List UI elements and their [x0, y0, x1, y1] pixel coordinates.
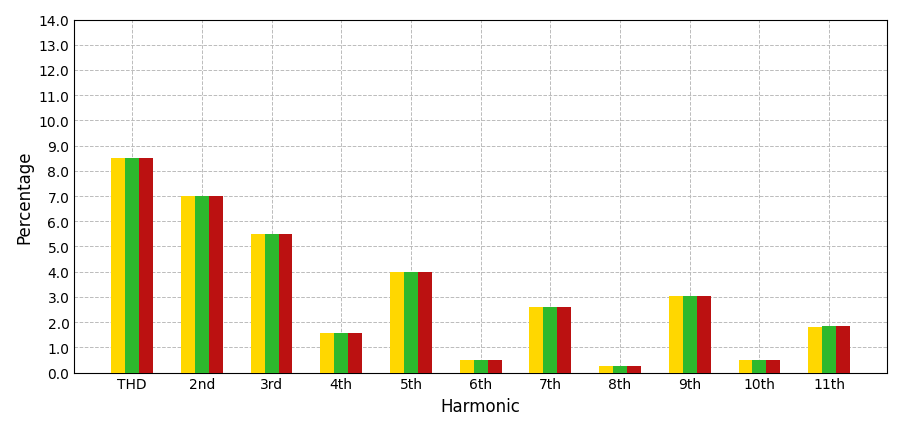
Bar — [696, 296, 711, 373]
Bar — [752, 360, 767, 373]
Bar — [335, 334, 348, 373]
Bar — [125, 159, 139, 373]
Bar — [808, 327, 823, 373]
Bar — [739, 360, 752, 373]
Bar — [767, 360, 780, 373]
Bar — [390, 272, 404, 373]
Y-axis label: Percentage: Percentage — [15, 150, 33, 243]
Bar — [474, 361, 488, 373]
Bar — [348, 334, 363, 373]
Bar — [264, 234, 279, 373]
Bar — [543, 307, 557, 373]
Bar — [209, 197, 223, 373]
X-axis label: Harmonic: Harmonic — [441, 397, 520, 415]
Bar — [320, 334, 335, 373]
Bar — [279, 234, 292, 373]
Bar — [195, 197, 209, 373]
Bar — [488, 361, 502, 373]
Bar — [111, 159, 125, 373]
Bar — [669, 296, 683, 373]
Bar — [557, 307, 571, 373]
Bar — [404, 272, 418, 373]
Bar — [460, 361, 474, 373]
Bar — [683, 296, 696, 373]
Bar — [599, 366, 613, 373]
Bar — [181, 197, 195, 373]
Bar — [627, 366, 641, 373]
Bar — [418, 272, 432, 373]
Bar — [613, 366, 627, 373]
Bar — [529, 307, 543, 373]
Bar — [836, 326, 850, 373]
Bar — [823, 326, 836, 373]
Bar — [251, 234, 264, 373]
Bar — [139, 159, 153, 373]
